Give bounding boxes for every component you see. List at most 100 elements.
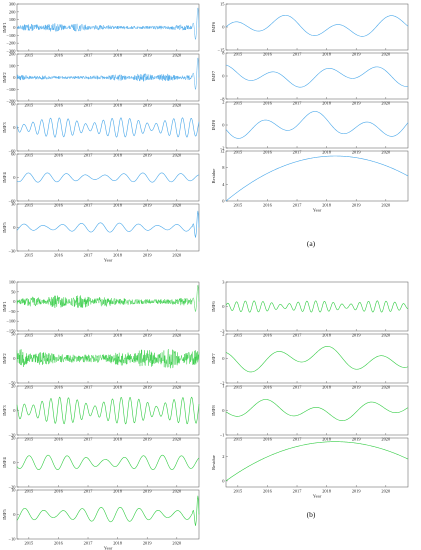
x-tick-label: 2019	[143, 253, 153, 258]
x-tick-label: 2018	[322, 150, 332, 155]
x-tick-label: 2017	[293, 385, 303, 390]
y-axis-label: IMF2	[2, 353, 7, 364]
y-tick-label: 0	[13, 25, 16, 30]
y-tick-label: 0	[13, 408, 16, 413]
plot-frame	[225, 3, 409, 51]
x-tick-label: 2020	[172, 333, 182, 338]
x-tick-label: 2016	[54, 153, 64, 158]
x-tick-label: 2020	[381, 52, 391, 57]
x-tick-label: 2016	[263, 150, 273, 155]
subplot-a-imf1: 300 200 100 0 −100 −200 −300 2015 2016 2017 2018 20…	[2, 2, 200, 58]
y-tick-label: 60	[11, 102, 16, 107]
y-axis-label: IMF3	[2, 405, 7, 416]
x-tick-label: 2019	[352, 203, 362, 208]
x-tick-label: 2016	[263, 101, 273, 106]
series-line	[16, 7, 200, 40]
x-tick-label: 2017	[293, 150, 303, 155]
y-tick-label: −200	[6, 99, 16, 104]
series-line	[16, 117, 200, 138]
y-tick-label: 15	[220, 2, 225, 7]
series-line	[16, 57, 200, 90]
x-tick-label: 2020	[172, 253, 182, 258]
x-tick-label: 2019	[352, 385, 362, 390]
x-tick-label: 2017	[293, 489, 303, 494]
x-tick-label: 2019	[352, 150, 362, 155]
x-tick-label: 2019	[143, 203, 153, 208]
y-tick-label: 200	[9, 52, 16, 57]
subplot-b-imf4: 20 0 −20 2015 2016 2017 2018 2019 2020 IMF4	[2, 436, 200, 494]
x-tick-label: 2020	[381, 150, 391, 155]
x-tick-label: 2018	[113, 153, 123, 158]
y-tick-label: −15	[218, 48, 226, 53]
series-line	[225, 399, 409, 421]
x-tick-label: 2017	[293, 52, 303, 57]
y-tick-label: 0	[222, 199, 225, 204]
y-tick-label: 4	[222, 182, 225, 187]
x-tick-label: 2017	[293, 101, 303, 106]
x-tick-label: 2016	[263, 333, 273, 338]
plot-frame	[16, 489, 200, 540]
y-tick-label: 2	[222, 332, 224, 337]
y-axis-label: IMF4	[2, 457, 7, 468]
y-tick-label: 100	[9, 17, 16, 22]
y-axis-label: IMF7	[211, 353, 216, 364]
y-axis-label: Residue	[211, 455, 216, 470]
x-tick-label: 2015	[233, 101, 243, 106]
plot-frame	[225, 385, 409, 436]
y-tick-label: 20	[11, 384, 16, 389]
subplot-a-imf8: 2 0 −2 2015 2016 2017 2018 2019 2020 IMF8	[211, 100, 409, 155]
x-axis-label: Year	[104, 258, 113, 263]
x-tick-label: 2015	[233, 52, 243, 57]
y-tick-label: 0	[222, 25, 225, 30]
x-tick-label: 2019	[352, 489, 362, 494]
subplot-a-residue: 12 8 4 0 2015 2016 2017 2018 2019 2020 Residue Year	[211, 149, 409, 213]
x-tick-label: 2020	[381, 333, 391, 338]
x-tick-label: 2015	[233, 333, 243, 338]
x-tick-label: 2017	[293, 203, 303, 208]
y-tick-label: −100	[6, 87, 16, 92]
series-line	[225, 64, 409, 88]
plot-frame	[225, 437, 409, 488]
subplot-b-imf6: 3 0 −3 2015 2016 2017 2018 2019 2020 IMF6	[211, 280, 409, 338]
x-axis-label: Year	[313, 208, 322, 213]
y-axis-label: IMF1	[2, 22, 7, 33]
subplot-b-imf1: 100 50 0 −50 −100 −150 2015 2016 2017 2018 2019 202…	[2, 280, 200, 338]
x-tick-label: 2018	[113, 385, 123, 390]
x-tick-label: 2015	[233, 385, 243, 390]
y-tick-label: 0	[222, 408, 225, 413]
y-tick-label: 100	[9, 63, 16, 68]
series-line	[16, 348, 200, 369]
x-axis-label: Year	[313, 494, 322, 499]
series-line	[225, 111, 409, 139]
plot-frame	[16, 437, 200, 488]
subplot-b-residue: 2 0 2015 2016 2017 2018 2019 2020 Residue Year	[211, 437, 409, 499]
y-tick-label: −100	[6, 33, 16, 38]
x-tick-label: 2019	[143, 103, 153, 108]
y-tick-label: −30	[9, 249, 17, 254]
y-tick-label: −200	[6, 41, 16, 46]
subplot-a-imf6: 15 0 −15 2015 2016 2017 2018 2019 2020 IMF6	[211, 2, 409, 57]
plot-frame	[225, 101, 409, 149]
x-tick-label: 2019	[352, 333, 362, 338]
subplot-a-imf2: 200 100 0 −100 −200 2015 2016 2017 2018 2019 2020 I…	[2, 52, 200, 108]
y-tick-label: 20	[11, 436, 16, 441]
x-tick-label: 2020	[172, 385, 182, 390]
x-tick-label: 2017	[84, 437, 94, 442]
y-tick-label: 2	[222, 100, 224, 105]
y-tick-label: 30	[11, 202, 16, 207]
y-tick-label: 50	[11, 289, 16, 294]
x-tick-label: 2015	[233, 437, 243, 442]
subplot-a-imf7: 8 0 −8 2015 2016 2017 2018 2019 2020 IMF7	[211, 51, 409, 106]
x-tick-label: 2018	[322, 101, 332, 106]
subplot-a-imf5: 30 0 −30 2015 2016 2017 2018 2019 2020 IMF5 Year	[2, 202, 200, 263]
y-tick-label: 0	[13, 125, 16, 130]
x-tick-label: 2020	[381, 203, 391, 208]
x-tick-label: 2018	[322, 203, 332, 208]
x-tick-label: 2016	[263, 52, 273, 57]
y-tick-label: 0	[222, 478, 225, 483]
x-tick-label: 2019	[143, 385, 153, 390]
y-axis-label: IMF8	[211, 405, 216, 416]
x-tick-label: 2015	[24, 333, 34, 338]
y-tick-label: 0	[13, 356, 16, 361]
x-tick-label: 2019	[143, 489, 153, 494]
